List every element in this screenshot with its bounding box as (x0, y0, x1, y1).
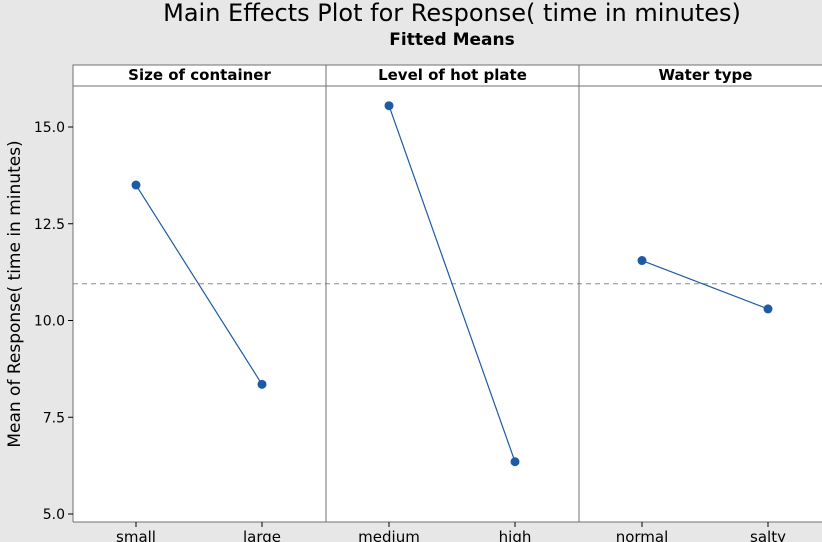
y-axis-label: Mean of Response( time in minutes) (5, 140, 25, 447)
plot-background (73, 65, 822, 522)
chart-subtitle: Fitted Means (389, 30, 514, 50)
panel-header-label: Size of container (128, 66, 271, 84)
x-tick-label: medium (358, 528, 420, 542)
panel-header-label: Water type (659, 66, 753, 84)
data-point (510, 457, 520, 467)
data-point (384, 101, 394, 111)
x-tick-label: salty (750, 528, 786, 542)
panel-header-box (578, 64, 822, 87)
x-tick-label: small (116, 528, 156, 542)
y-tick-label: 12.5 (34, 217, 65, 233)
series-line (641, 259, 769, 310)
x-tick-label: normal (616, 528, 669, 542)
data-point (131, 180, 141, 190)
chart-title: Main Effects Plot for Response( time in … (163, 0, 741, 27)
y-tick-label: 10.0 (34, 314, 65, 330)
data-point (763, 304, 773, 314)
x-tick-label: high (499, 528, 532, 542)
x-tick-label: large (243, 528, 281, 542)
series-line (388, 105, 516, 462)
panel-header-label: Level of hot plate (378, 66, 527, 84)
series-line (135, 184, 263, 385)
y-tick-label: 5.0 (43, 507, 65, 523)
y-tick-label: 7.5 (43, 410, 65, 426)
data-point (257, 379, 267, 389)
data-point (637, 256, 647, 266)
plot-area: Size of container Level of hot plate Water… (34, 64, 822, 542)
y-tick-label: 15.0 (34, 120, 65, 136)
